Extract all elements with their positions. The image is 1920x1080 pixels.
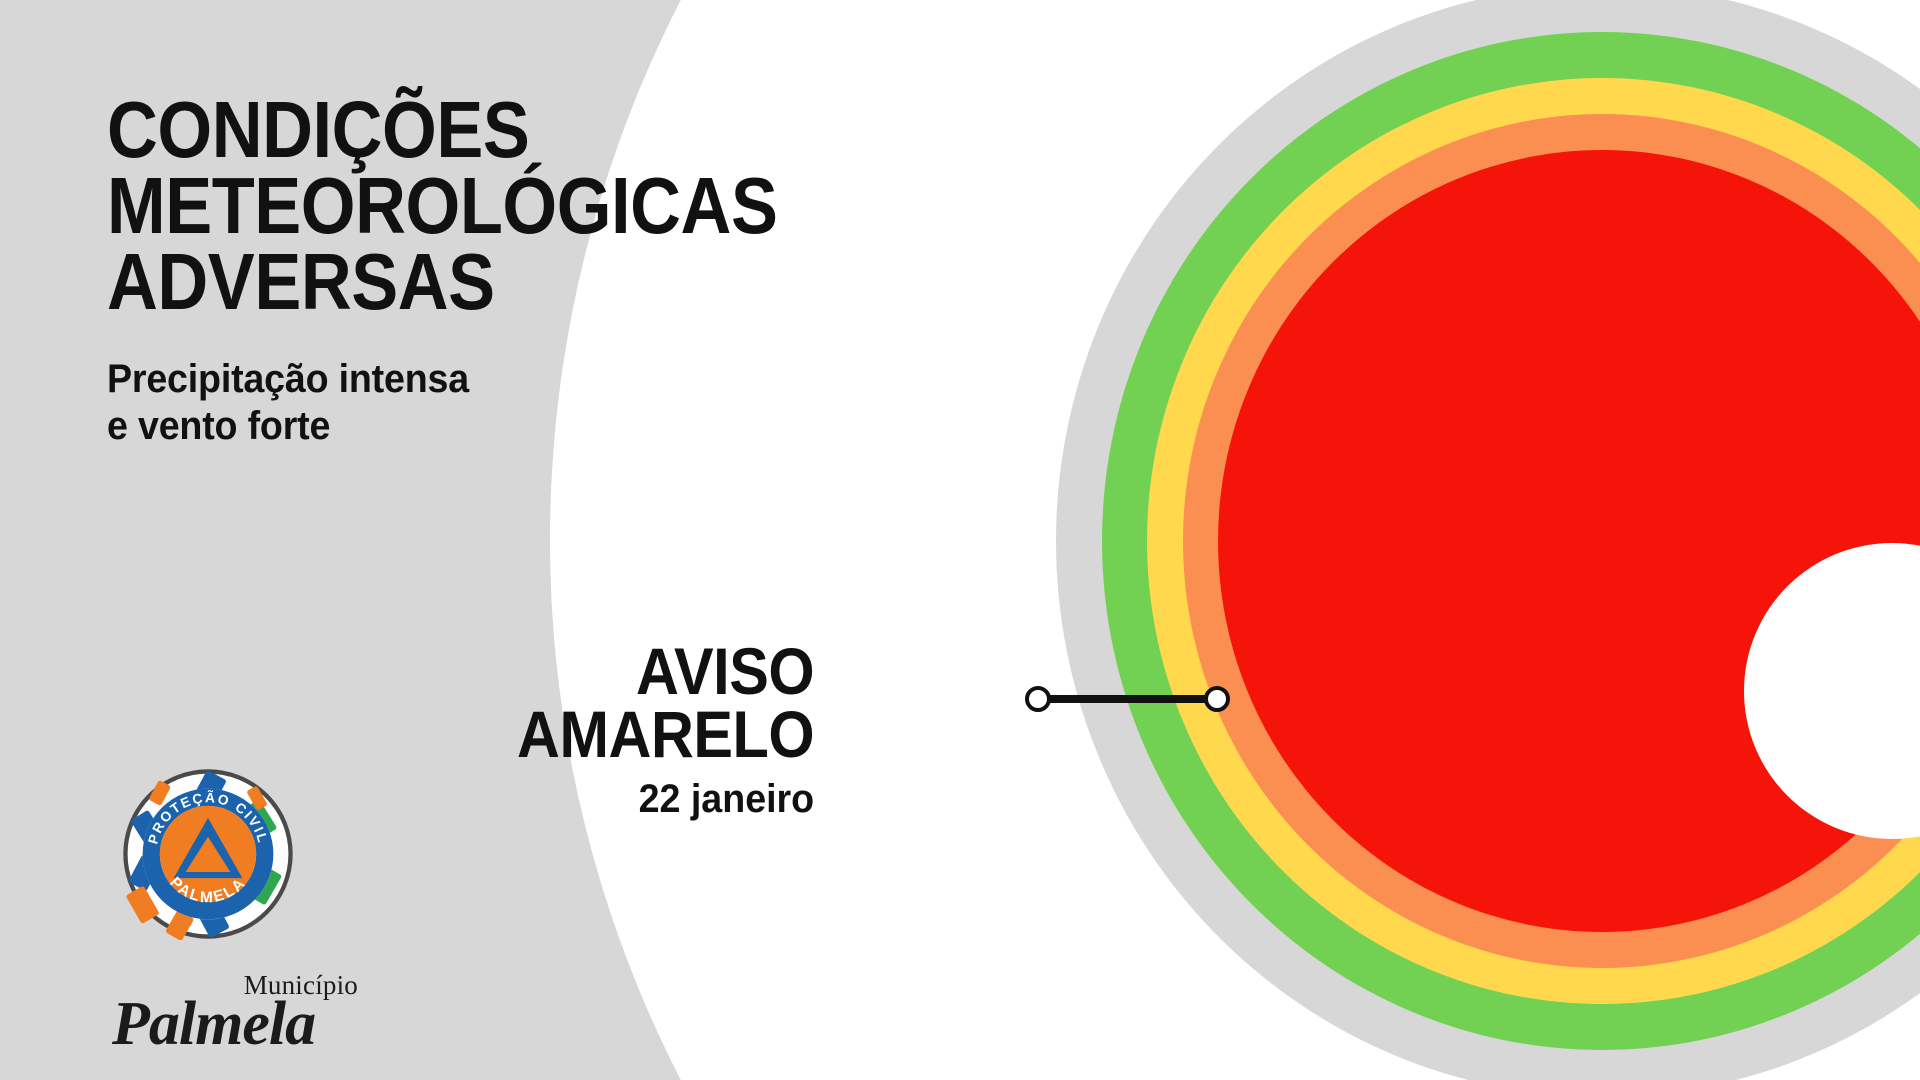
- municipio-palmela-wordmark: Município Palmela: [112, 972, 362, 1055]
- wordmark-palmela: Palmela: [112, 990, 316, 1058]
- headline-block: CONDIÇÕES METEOROLÓGICAS ADVERSAS Precip…: [107, 85, 827, 450]
- alert-date: 22 janeiro: [638, 777, 814, 822]
- leader-line-bar: [1038, 695, 1217, 703]
- leader-dot-right-icon: [1204, 686, 1230, 712]
- leader-dot-left-icon: [1025, 686, 1051, 712]
- page-subtitle: Precipitação intensa e vento forte: [107, 357, 469, 449]
- wordmark-municipio: Município: [243, 970, 358, 1000]
- alert-label: AVISO AMARELO: [516, 634, 815, 771]
- alert-callout: AVISO AMARELO 22 janeiro: [484, 634, 815, 822]
- alert-level-rings: [1056, 0, 1920, 1080]
- leader-line: [1025, 686, 1230, 712]
- page-title: CONDIÇÕES METEOROLÓGICAS ADVERSAS: [107, 85, 778, 326]
- protecao-civil-emblem: PROTEÇÃO CIVIL PALMELA: [122, 768, 294, 941]
